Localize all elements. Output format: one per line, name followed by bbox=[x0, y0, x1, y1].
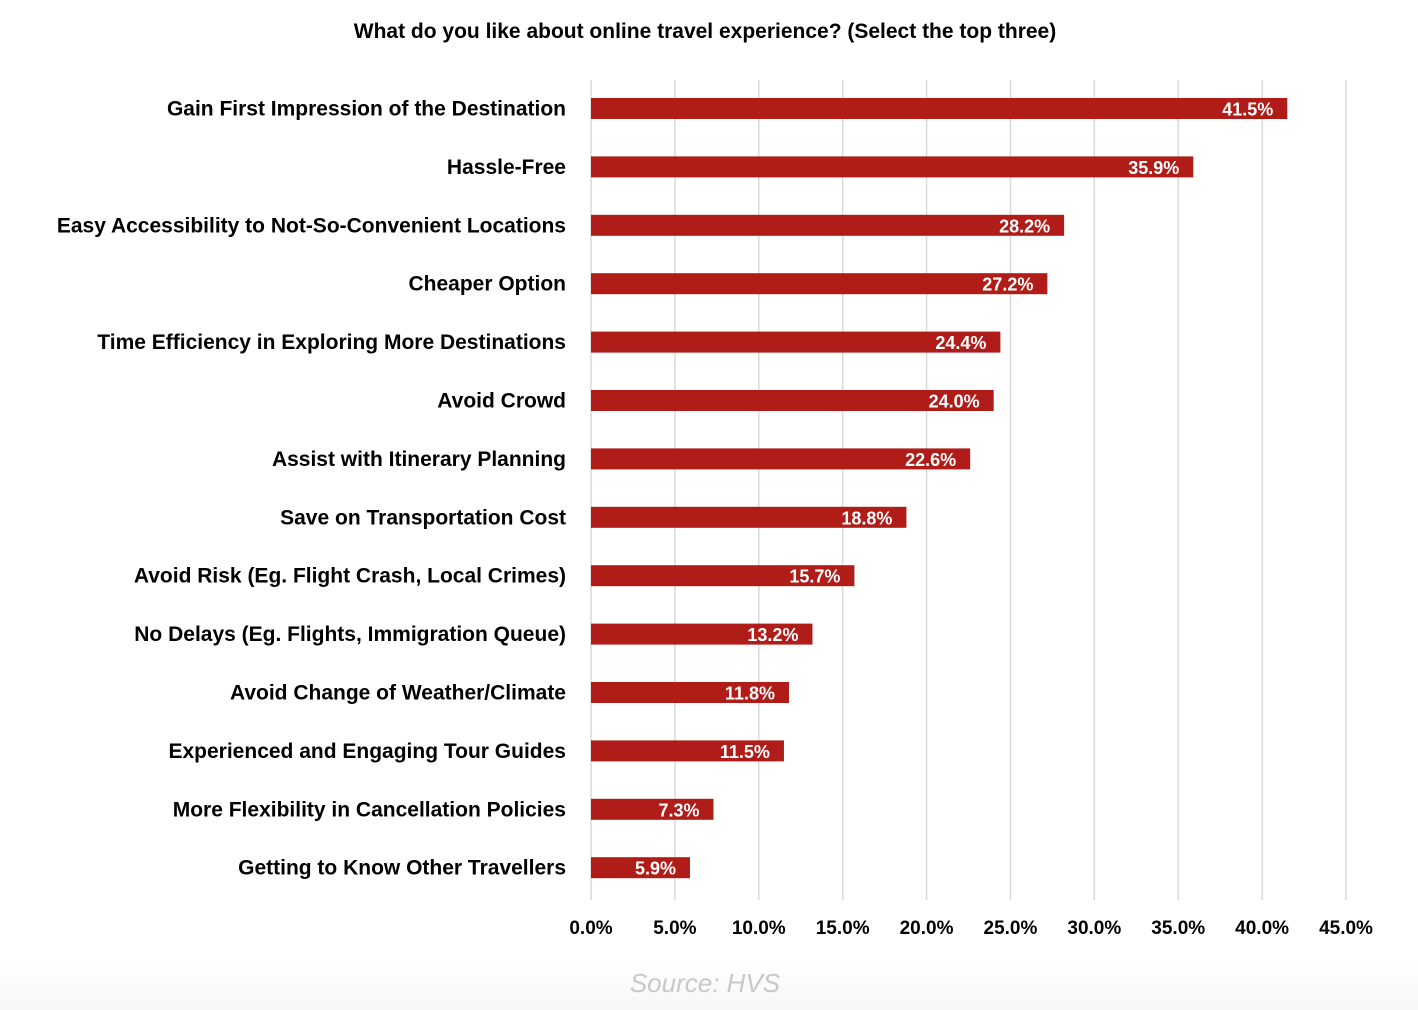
category-label: Avoid Crowd bbox=[437, 390, 566, 413]
bar bbox=[591, 506, 907, 528]
category-label: Time Efficiency in Exploring More Destin… bbox=[97, 331, 566, 354]
bar-value-label: 18.8% bbox=[841, 508, 892, 528]
bar bbox=[591, 740, 784, 762]
bars: 41.5% 35.9% 28.2% 27.2% 24.4% 24.0% 22.6% 18.8%… bbox=[591, 98, 1288, 879]
bar-value-label: 24.0% bbox=[929, 392, 980, 412]
bar-value-label: 27.2% bbox=[982, 275, 1033, 295]
category-label: Assist with Itinerary Planning bbox=[272, 448, 566, 471]
bar-value-label: 24.4% bbox=[935, 333, 986, 353]
bar bbox=[591, 98, 1288, 119]
category-label: Experienced and Engaging Tour Guides bbox=[168, 740, 566, 763]
bar bbox=[591, 857, 690, 879]
x-tick-label: 40.0% bbox=[1235, 918, 1289, 939]
bar-value-label: 41.5% bbox=[1222, 100, 1273, 120]
bar-value-label: 28.2% bbox=[999, 216, 1050, 236]
category-labels: Gain First Impression of the Destination… bbox=[57, 98, 566, 880]
category-label: No Delays (Eg. Flights, Immigration Queu… bbox=[134, 623, 566, 646]
bar-value-label: 7.3% bbox=[658, 800, 699, 820]
bar bbox=[591, 798, 714, 820]
bar bbox=[591, 156, 1194, 178]
bar bbox=[591, 682, 789, 703]
bar bbox=[591, 565, 855, 587]
x-tick-label: 10.0% bbox=[732, 918, 786, 939]
x-tick-label: 25.0% bbox=[984, 918, 1038, 939]
bar-value-label: 5.9% bbox=[635, 859, 676, 879]
x-tick-label: 20.0% bbox=[900, 918, 954, 939]
bar-value-label: 35.9% bbox=[1128, 158, 1179, 178]
bar bbox=[591, 273, 1048, 295]
x-tick-label: 45.0% bbox=[1319, 918, 1373, 939]
bar bbox=[591, 331, 1001, 353]
category-label: Avoid Risk (Eg. Flight Crash, Local Crim… bbox=[134, 565, 566, 588]
bar bbox=[591, 390, 994, 411]
x-tick-label: 0.0% bbox=[569, 918, 612, 939]
bar-value-label: 13.2% bbox=[747, 625, 798, 645]
source-note: Source: HVS bbox=[630, 968, 781, 998]
category-label: Getting to Know Other Travellers bbox=[238, 857, 566, 880]
bar-value-label: 11.8% bbox=[725, 684, 775, 704]
x-tick-label: 35.0% bbox=[1151, 918, 1205, 939]
category-label: Easy Accessibility to Not-So-Convenient … bbox=[57, 214, 566, 237]
x-tick-label: 5.0% bbox=[653, 918, 696, 939]
category-label: Hassle-Free bbox=[447, 156, 566, 179]
bar bbox=[591, 448, 971, 470]
gridlines bbox=[590, 80, 1347, 900]
category-label: Gain First Impression of the Destination bbox=[167, 98, 566, 121]
chart-title: What do you like about online travel exp… bbox=[354, 20, 1056, 43]
x-axis-tick-labels: 0.0% 5.0% 10.0% 15.0% 20.0% 25.0% 30.0% 35.0% 40… bbox=[569, 918, 1373, 939]
category-label: More Flexibility in Cancellation Policie… bbox=[173, 798, 566, 821]
x-tick-label: 15.0% bbox=[816, 918, 870, 939]
category-label: Save on Transportation Cost bbox=[280, 506, 566, 529]
bar bbox=[591, 214, 1065, 236]
x-tick-label: 30.0% bbox=[1067, 918, 1121, 939]
category-label: Cheaper Option bbox=[408, 273, 566, 296]
bar-value-label: 22.6% bbox=[905, 450, 956, 470]
bar-value-label: 11.5% bbox=[720, 742, 770, 762]
bar bbox=[591, 623, 813, 645]
bar-value-label: 15.7% bbox=[789, 567, 840, 587]
category-label: Avoid Change of Weather/Climate bbox=[230, 682, 566, 705]
